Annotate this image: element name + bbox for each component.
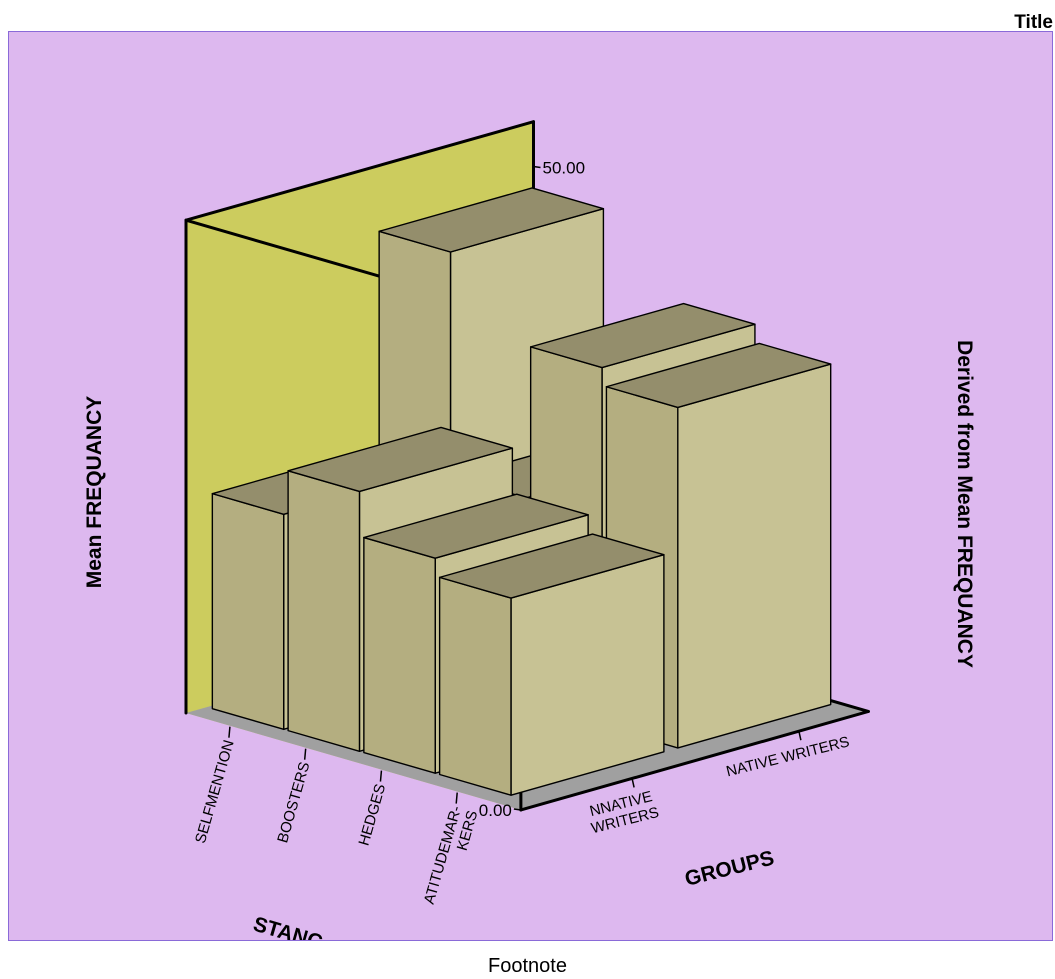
bar-front-face <box>677 363 832 749</box>
x-axis-label: STANC <box>251 913 325 941</box>
y-axis-label-left: Mean FREQUANCY <box>83 396 106 589</box>
bar-side-face <box>438 576 512 796</box>
x-tick-mark <box>379 770 383 782</box>
x-tick-label: SELFMENTION <box>192 738 238 845</box>
x-tick-label-line: BOOSTERS <box>274 760 313 845</box>
x-tick-label: BOOSTERS <box>274 760 313 845</box>
bar-side-face <box>211 492 285 731</box>
x-tick-label-line: SELFMENTION <box>192 738 238 845</box>
bar-top-face <box>605 342 832 409</box>
chart-bars <box>211 187 832 796</box>
bar-top-face <box>529 302 756 369</box>
bar-top-face <box>287 426 514 493</box>
x-tick-mark <box>303 748 307 760</box>
y-axis-label-right: Derived from Mean FREQUANCY <box>953 340 976 668</box>
y-tick-label-right: 50.00 <box>543 159 586 178</box>
x-tick-label-line: HEDGES <box>355 782 389 848</box>
y-tick-mark-left <box>513 808 521 811</box>
y-tick-label-left: 0.00 <box>479 801 512 820</box>
bar-side-face <box>363 536 436 774</box>
z-tick-label: NNATIVEWRITERS <box>585 787 660 837</box>
x-tick-label: HEDGES <box>355 782 389 848</box>
wall-edge <box>184 120 535 222</box>
y-tick-mark-right <box>533 165 541 169</box>
z-tick-mark <box>631 778 635 788</box>
wall-edge <box>519 709 870 812</box>
z-tick-mark <box>798 731 802 741</box>
x-tick-mark <box>228 726 231 738</box>
chart-title: Title <box>1014 12 1053 33</box>
bar-top-face <box>378 187 605 253</box>
chart-footnote: Footnote <box>488 955 567 977</box>
x-tick-label: ATITUDEMAR-KERS <box>421 804 482 911</box>
bar-side-face <box>287 470 361 752</box>
bar-top-face <box>363 493 589 559</box>
z-axis-label: GROUPS <box>682 847 776 891</box>
x-tick-mark <box>455 792 458 804</box>
bar <box>438 533 665 796</box>
x-tick-label-line: ATITUDEMAR- <box>421 804 465 906</box>
bar-top-face <box>438 533 665 599</box>
